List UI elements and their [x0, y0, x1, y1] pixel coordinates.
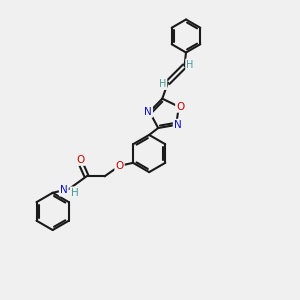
Text: N: N	[144, 107, 152, 117]
Text: O: O	[76, 155, 85, 165]
Text: O: O	[116, 161, 124, 171]
Text: H: H	[186, 59, 194, 70]
Text: O: O	[176, 102, 184, 112]
Text: N: N	[60, 185, 68, 195]
Text: H: H	[71, 188, 78, 197]
Text: N: N	[174, 120, 182, 130]
Text: H: H	[159, 79, 166, 89]
